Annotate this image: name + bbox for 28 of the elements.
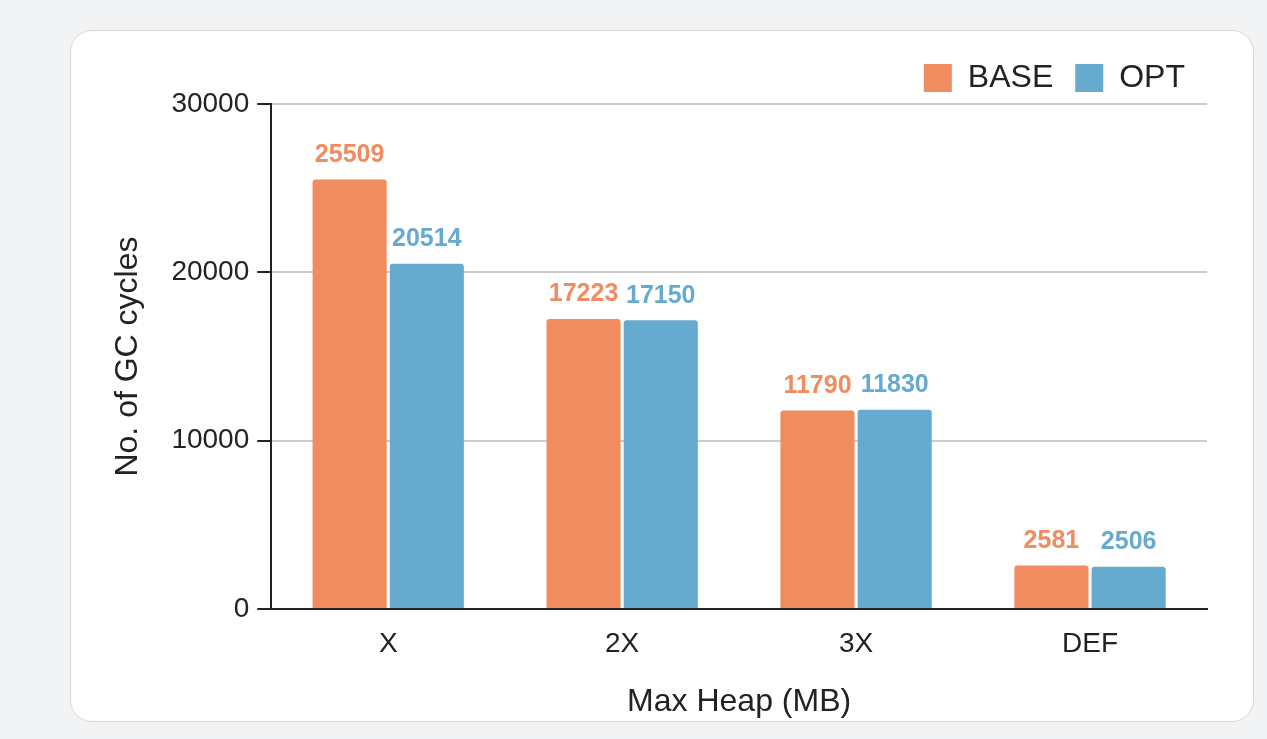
- y-tick-label: 20000: [171, 255, 250, 287]
- bar: [389, 263, 464, 608]
- bar: [623, 320, 698, 608]
- bar: [780, 410, 855, 608]
- bar: [857, 409, 932, 608]
- y-axis-title: No. of GC cycles: [108, 236, 145, 477]
- x-tick-label: X: [378, 626, 398, 658]
- bar: [312, 179, 387, 608]
- bar: [1091, 566, 1166, 608]
- legend-label: OPT: [1119, 57, 1185, 94]
- data-label: 25509: [314, 138, 385, 167]
- data-label: 2581: [1023, 524, 1080, 553]
- y-tick-label: 10000: [171, 423, 250, 455]
- y-tick-label: 30000: [171, 86, 250, 118]
- bar: [1014, 565, 1089, 608]
- data-label: 11790: [783, 369, 852, 398]
- x-tick-label: DEF: [1062, 626, 1119, 658]
- data-label: 20514: [392, 223, 462, 252]
- data-label: 17223: [548, 278, 619, 307]
- x-axis-title: Max Heap (MB): [627, 681, 852, 718]
- data-label: 11830: [860, 369, 929, 398]
- bar: [546, 319, 621, 608]
- x-tick-label: 2X: [605, 626, 640, 658]
- x-tick-label: 3X: [838, 626, 874, 658]
- y-tick-label: 0: [233, 591, 250, 623]
- legend-label: BASE: [967, 57, 1054, 94]
- data-label: 17150: [626, 279, 696, 308]
- data-label: 2506: [1100, 526, 1157, 555]
